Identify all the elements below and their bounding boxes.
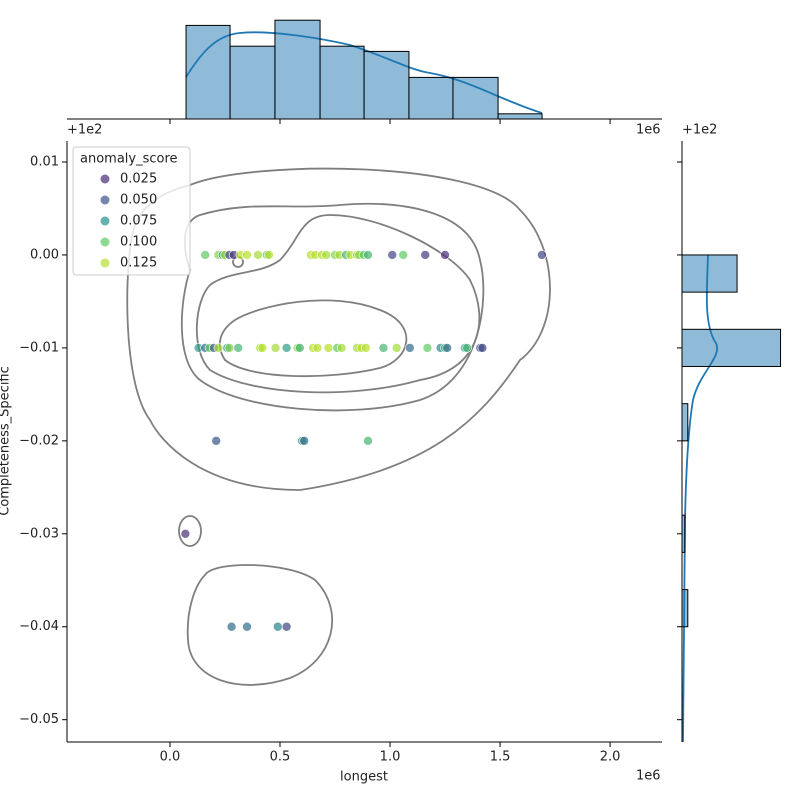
legend-label: 0.100 bbox=[120, 235, 157, 250]
x-tick-label: 0.5 bbox=[270, 750, 291, 765]
scatter-point bbox=[253, 250, 263, 260]
x-tick-label: 1.0 bbox=[380, 750, 401, 765]
histogram-bar bbox=[319, 45, 365, 120]
legend-label: 0.050 bbox=[120, 193, 157, 208]
contour bbox=[126, 167, 551, 491]
legend-title: anomaly_score bbox=[80, 152, 178, 167]
histogram-bar bbox=[185, 24, 231, 120]
legend-label: 0.125 bbox=[120, 256, 157, 271]
scatter-point bbox=[440, 250, 450, 260]
scatter-point bbox=[242, 250, 252, 260]
histogram-bar bbox=[497, 113, 543, 120]
y-tick-label: −0.03 bbox=[19, 526, 59, 541]
scatter-point bbox=[180, 528, 191, 539]
histogram-bar bbox=[274, 19, 321, 120]
histogram-bar bbox=[681, 328, 782, 367]
scatter-point bbox=[312, 343, 323, 353]
scatter-point bbox=[224, 343, 235, 353]
scatter-point bbox=[323, 343, 334, 353]
y-tick-label: −0.05 bbox=[19, 712, 59, 727]
y-tick-label: −0.02 bbox=[19, 433, 59, 448]
scatter-point bbox=[200, 250, 210, 260]
scatter-point bbox=[363, 250, 373, 260]
histogram-bar bbox=[681, 403, 689, 442]
scatter-point bbox=[264, 250, 274, 260]
contour bbox=[186, 564, 333, 686]
histogram-bar bbox=[452, 76, 499, 120]
legend-label: 0.075 bbox=[120, 214, 157, 229]
x-axis-label: longest bbox=[340, 770, 388, 785]
scatter-point bbox=[477, 343, 488, 353]
scatter-point bbox=[270, 343, 281, 353]
scatter-point bbox=[273, 621, 283, 632]
contour bbox=[178, 515, 202, 547]
scatter-point bbox=[442, 343, 453, 353]
scatter-point bbox=[391, 343, 402, 353]
kde-contours bbox=[126, 167, 551, 686]
scatter-point bbox=[242, 621, 252, 632]
histogram-bar bbox=[681, 254, 738, 293]
scatter-point bbox=[462, 343, 472, 353]
y-tick-label: 0.00 bbox=[30, 247, 59, 262]
legend-marker bbox=[100, 258, 110, 268]
legend-marker bbox=[100, 237, 110, 247]
scatter-point bbox=[422, 343, 433, 353]
scatter-point bbox=[537, 250, 547, 260]
contour bbox=[195, 214, 481, 394]
scatter-point bbox=[299, 436, 310, 446]
contour bbox=[218, 299, 408, 378]
scatter-point bbox=[226, 621, 237, 632]
y-tick-label: −0.04 bbox=[19, 619, 59, 634]
x-offset: 1e6 bbox=[636, 123, 661, 138]
histogram-bar bbox=[363, 50, 410, 120]
scatter-point bbox=[213, 343, 224, 353]
y-axis-label: Completeness_Specific bbox=[0, 366, 13, 516]
scatter-point bbox=[257, 343, 268, 353]
scatter-point bbox=[405, 343, 415, 353]
scatter-point bbox=[295, 343, 305, 353]
scatter-point bbox=[336, 343, 347, 353]
y-offset: +1e2 bbox=[67, 123, 102, 138]
legend-marker bbox=[100, 174, 110, 184]
legend-marker bbox=[100, 216, 110, 226]
marginal-kde bbox=[682, 254, 718, 743]
scatter-point bbox=[281, 343, 292, 353]
y-tick-label: 0.01 bbox=[30, 155, 59, 170]
x-tick-label: 0.0 bbox=[160, 750, 181, 765]
legend-marker bbox=[100, 195, 110, 205]
scatter-point bbox=[363, 436, 373, 446]
scatter-point bbox=[361, 343, 371, 353]
scatter-point bbox=[281, 621, 292, 632]
x-tick-label: 2.0 bbox=[600, 750, 621, 765]
scatter-point bbox=[233, 343, 243, 353]
scatter-point bbox=[387, 250, 398, 260]
legend-label: 0.025 bbox=[120, 172, 157, 187]
histogram-bar bbox=[681, 514, 686, 553]
scatter-point bbox=[398, 250, 409, 260]
y-offset: +1e2 bbox=[682, 123, 717, 138]
histogram-bar bbox=[408, 76, 454, 120]
x-tick-label: 1.5 bbox=[490, 750, 511, 765]
histogram-bar bbox=[681, 589, 689, 628]
scatter-point bbox=[211, 436, 221, 446]
x-offset: 1e6 bbox=[636, 769, 661, 784]
scatter-point bbox=[321, 250, 332, 260]
scatter-point bbox=[378, 343, 389, 353]
contour bbox=[180, 202, 485, 412]
histogram-bar bbox=[229, 45, 276, 120]
scatter-point bbox=[420, 250, 431, 260]
y-tick-label: −0.01 bbox=[19, 340, 59, 355]
